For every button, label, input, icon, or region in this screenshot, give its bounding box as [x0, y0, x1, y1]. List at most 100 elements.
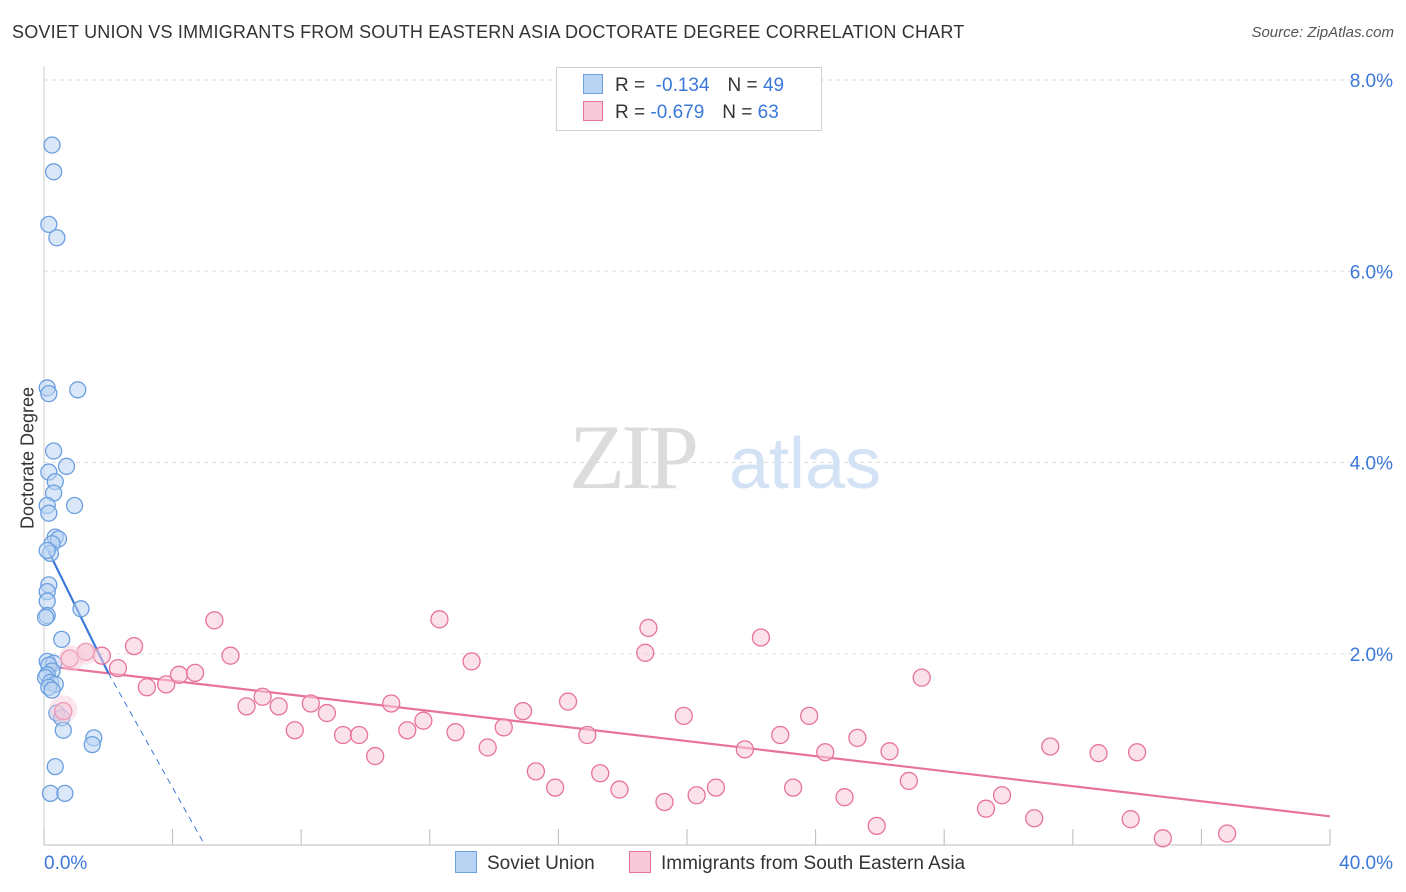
point-se-asia [783, 778, 803, 797]
point-se-asia [169, 665, 189, 684]
point-se-asia [848, 728, 867, 748]
point-se-asia [365, 746, 385, 766]
point-se-asia [771, 725, 790, 745]
point-se-asia [60, 649, 79, 668]
point-se-asia [735, 740, 755, 759]
axes [43, 66, 1331, 846]
stats-row-se-asia: R = -0.679 N = 63 [583, 101, 779, 127]
tick-labels: 2.0% 4.0% 6.0% 8.0% 0.0% 40.0% [44, 71, 1393, 874]
point-se-asia [462, 652, 481, 671]
n-label: N = [722, 102, 753, 123]
legend-label-se-asia: Immigrants from South Eastern Asia [661, 853, 966, 874]
point-soviet-union [46, 757, 64, 776]
point-se-asia [706, 778, 726, 797]
point-se-asia [494, 718, 513, 737]
point-se-asia [513, 701, 533, 721]
y-tick-label: 4.0% [1350, 454, 1393, 475]
point-se-asia [1217, 824, 1237, 843]
point-se-asia [317, 703, 337, 723]
point-se-asia [591, 764, 610, 783]
point-soviet-union [40, 215, 58, 234]
point-soviet-union [44, 442, 63, 460]
point-soviet-union [38, 592, 56, 610]
chart-title: SOVIET UNION VS IMMIGRANTS FROM SOUTH EA… [12, 22, 965, 42]
point-soviet-union [83, 735, 101, 754]
legend-swatch-soviet-union [583, 74, 603, 94]
point-soviet-union [40, 504, 58, 522]
point-soviet-union [40, 384, 58, 403]
n-label: N = [727, 75, 758, 96]
n-value: 63 [757, 102, 779, 123]
point-se-asia [1127, 743, 1147, 762]
point-soviet-union [57, 457, 76, 475]
point-soviet-union [54, 721, 72, 739]
point-se-asia [137, 678, 157, 697]
point-se-asia [655, 792, 674, 812]
point-se-asia [835, 788, 854, 807]
n-value: 49 [762, 75, 785, 96]
point-se-asia [108, 658, 128, 678]
point-se-asia [639, 618, 658, 638]
point-se-asia [446, 723, 465, 742]
point-se-asia [124, 636, 144, 656]
point-soviet-union [53, 630, 71, 649]
point-se-asia [546, 778, 565, 797]
point-se-asia [430, 610, 449, 629]
point-se-asia [976, 799, 996, 818]
legend-item-se-asia: Immigrants from South Eastern Asia [629, 851, 965, 875]
point-se-asia [1025, 809, 1044, 828]
point-se-asia [816, 743, 835, 762]
point-se-asia [899, 771, 918, 791]
point-se-asia [526, 762, 546, 781]
point-se-asia [269, 697, 288, 716]
point-se-asia [157, 675, 176, 694]
watermark-zip: ZIP [569, 406, 696, 508]
legend-swatch-soviet-union [455, 851, 477, 873]
point-soviet-union [36, 608, 55, 627]
point-se-asia [333, 725, 353, 745]
point-se-asia [349, 725, 369, 745]
point-se-asia [578, 725, 597, 745]
point-se-asia-cluster [49, 695, 78, 724]
point-se-asia [237, 697, 256, 716]
point-se-asia [414, 711, 433, 730]
point-se-asia [992, 786, 1012, 805]
y-tick-label: 8.0% [1350, 71, 1393, 92]
point-soviet-union [56, 784, 74, 803]
y-tick-label: 6.0% [1350, 262, 1393, 283]
point-se-asia [912, 668, 931, 687]
data-points [36, 136, 1237, 848]
legend-item-soviet-union: Soviet Union [455, 851, 595, 875]
point-se-asia [636, 643, 655, 662]
point-soviet-union [41, 784, 60, 803]
point-se-asia [382, 694, 401, 713]
r-value: -0.679 [650, 102, 705, 123]
point-se-asia [558, 692, 578, 711]
point-se-asia [867, 816, 886, 836]
point-se-asia [1121, 810, 1140, 829]
stats-row-soviet-union: R = -0.134 N = 49 [583, 74, 784, 100]
point-se-asia [687, 786, 706, 805]
trend-lines [46, 548, 1331, 846]
point-se-asia [205, 611, 224, 630]
trend-extension-soviet-union [107, 672, 206, 846]
x-tick-label: 40.0% [1339, 853, 1393, 874]
grid-lines [44, 79, 1395, 655]
point-se-asia [880, 742, 899, 761]
point-soviet-union [48, 229, 66, 247]
point-se-asia [1089, 744, 1108, 763]
point-se-asia [610, 780, 629, 799]
point-se-asia [285, 721, 304, 740]
point-se-asia [800, 706, 819, 726]
point-soviet-union [43, 136, 61, 154]
point-soviet-union [65, 496, 84, 515]
legend-swatch-se-asia [629, 851, 651, 873]
point-soviet-union [38, 541, 56, 560]
point-se-asia [54, 701, 73, 721]
point-se-asia [92, 646, 112, 665]
point-se-asia [185, 663, 205, 683]
legend-label-soviet-union: Soviet Union [487, 853, 595, 874]
point-se-asia-cluster [74, 642, 97, 665]
x-tick-label: 0.0% [44, 853, 87, 874]
